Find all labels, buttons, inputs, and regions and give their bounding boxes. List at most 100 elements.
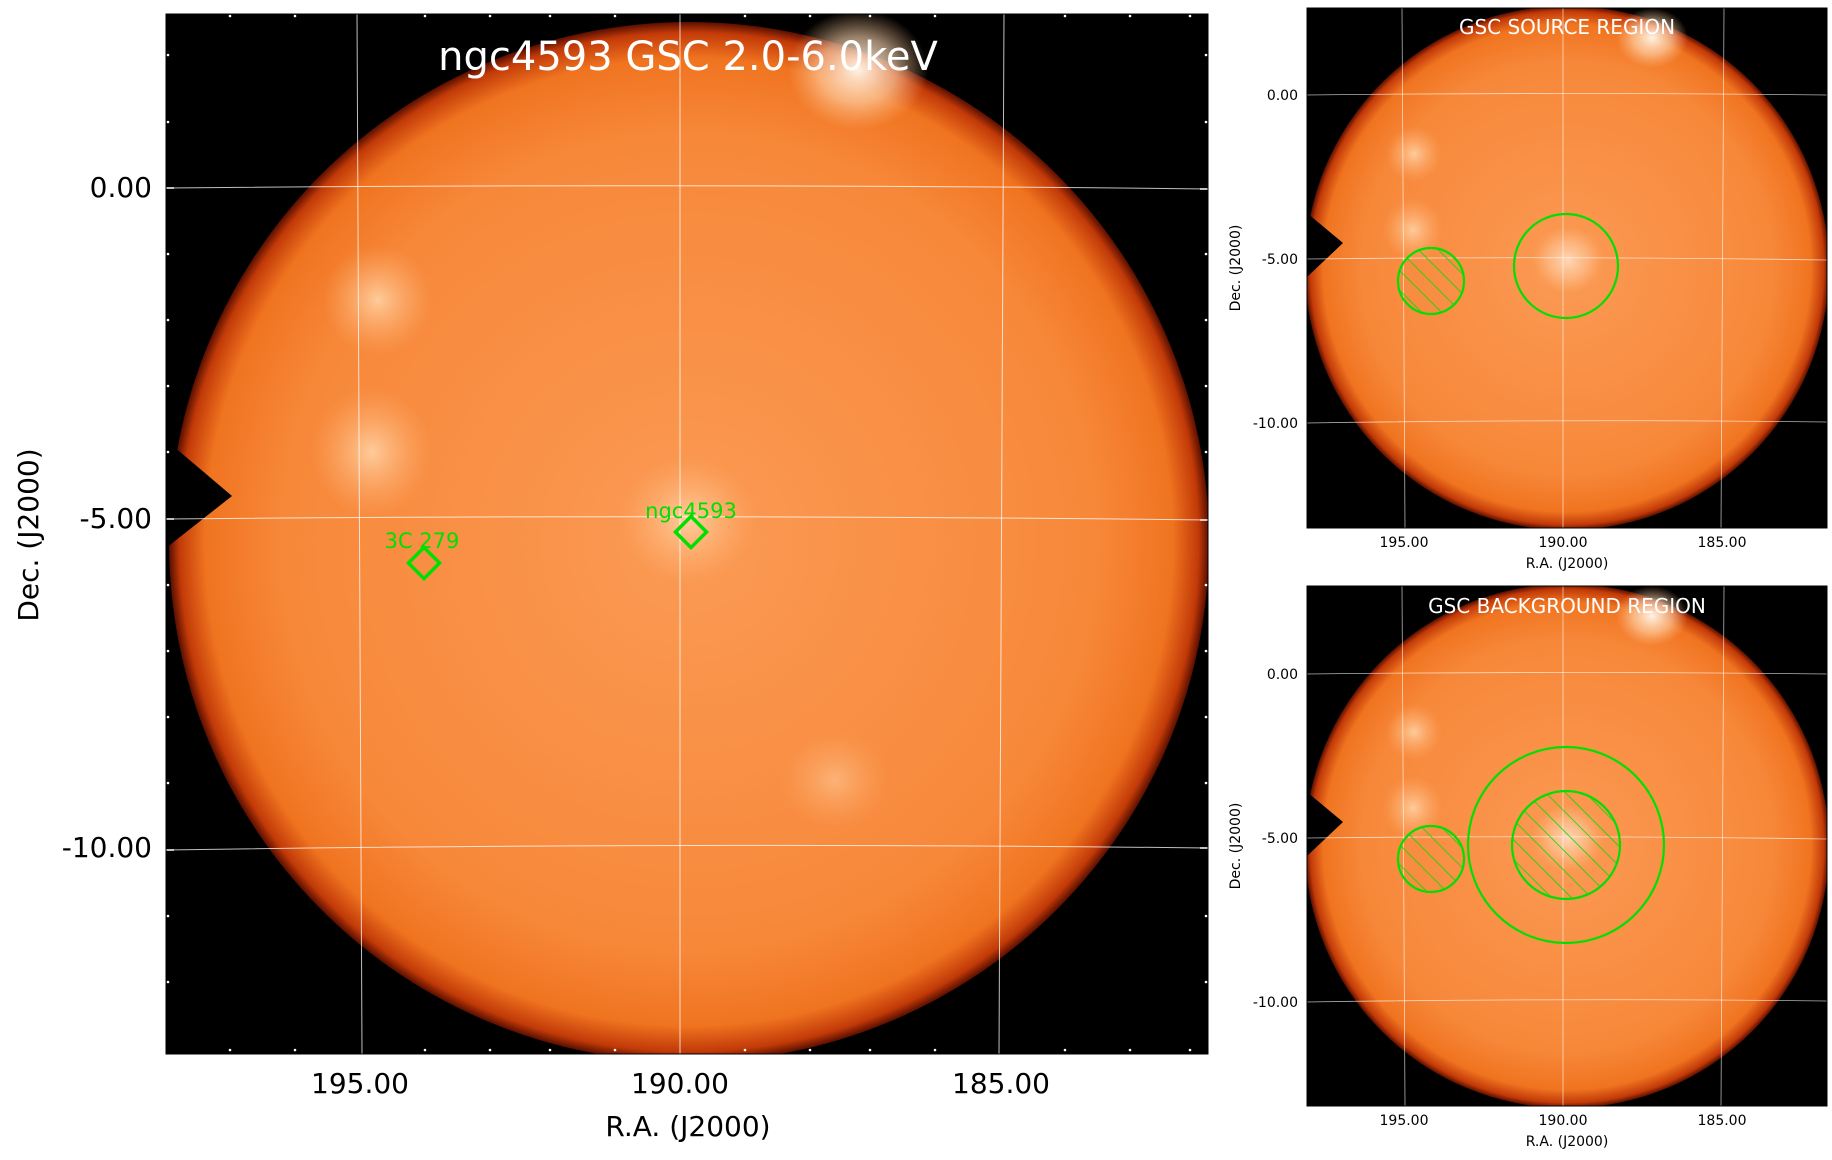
source-label-ngc4593: ngc4593: [645, 499, 737, 523]
frame-minor-tick: [1204, 450, 1208, 454]
source-region-diffuse-source: [1386, 126, 1442, 182]
frame-minor-tick: [166, 318, 170, 322]
frame-minor-tick: [293, 14, 297, 18]
excluded-source-hatched-circle[interactable]: [1396, 824, 1466, 894]
frame-minor-tick: [1204, 715, 1208, 719]
source-region-title: GSC SOURCE REGION: [1459, 15, 1675, 39]
main-y-tick-label: -5.00: [80, 502, 152, 535]
frame-minor-tick: [868, 14, 872, 18]
background-y-tick-label: -5.00: [1262, 831, 1298, 847]
source-region-frame: [1306, 7, 1828, 529]
background-region-title: GSC BACKGROUND REGION: [1428, 594, 1706, 618]
frame-minor-tick: [933, 1048, 937, 1052]
frame-minor-tick: [488, 1048, 492, 1052]
main-map-notch: [166, 440, 232, 548]
source-region-circle[interactable]: [1512, 212, 1620, 320]
main-map-diffuse-source: [312, 387, 432, 517]
frame-minor-tick: [166, 980, 170, 984]
background-region-frame: [1306, 585, 1828, 1107]
source-x-tick-label: 185.00: [1698, 535, 1747, 551]
background-region-diffuse-source: [1383, 776, 1443, 840]
frame-minor-tick: [743, 1048, 747, 1052]
frame-minor-tick: [548, 14, 552, 18]
frame-minor-tick: [1204, 980, 1208, 984]
background-region-bright-source-top: [1616, 586, 1688, 646]
source-x-tick-label: 190.00: [1539, 535, 1588, 551]
background-region-diffuse-source: [1386, 704, 1442, 760]
background-x-axis-label: R.A. (J2000): [1526, 1134, 1609, 1150]
frame-minor-tick: [166, 450, 170, 454]
frame-minor-tick: [166, 252, 170, 256]
frame-minor-tick: [488, 14, 492, 18]
frame-minor-tick: [743, 14, 747, 18]
frame-minor-tick: [548, 1048, 552, 1052]
source-marker-3c279-diamond[interactable]: [405, 544, 443, 582]
source-y-tick-label: -5.00: [1262, 252, 1298, 268]
background-x-tick-label: 190.00: [1539, 1113, 1588, 1129]
frame-minor-tick: [868, 1048, 872, 1052]
source-region-map-notch: [1307, 213, 1343, 277]
frame-minor-tick: [1204, 914, 1208, 918]
source-x-tick-label: 195.00: [1380, 535, 1429, 551]
main-map-frame-ticks: [166, 187, 1208, 851]
frame-minor-tick: [166, 583, 170, 587]
frame-minor-tick: [166, 649, 170, 653]
source-marker-3c279[interactable]: 3C 279: [385, 529, 460, 582]
main-x-tick-label: 190.00: [631, 1067, 729, 1100]
frame-minor-tick: [1204, 583, 1208, 587]
source-label-3c279: 3C 279: [385, 529, 460, 553]
main-map-minor-ticks: [166, 14, 1208, 1052]
source-marker-ngc4593-diamond[interactable]: [672, 513, 710, 551]
frame-minor-tick: [808, 14, 812, 18]
main-y-axis-label: Dec. (J2000): [12, 448, 45, 621]
frame-minor-tick: [613, 14, 617, 18]
frame-minor-tick: [166, 914, 170, 918]
frame-minor-tick: [166, 781, 170, 785]
frame-minor-tick: [1063, 14, 1067, 18]
background-annulus-outer-circle[interactable]: [1466, 745, 1666, 945]
main-map-diffuse-source: [323, 245, 433, 355]
frame-minor-tick: [166, 120, 170, 124]
frame-minor-tick: [293, 1048, 297, 1052]
background-y-axis-label: Dec. (J2000): [1228, 803, 1244, 890]
frame-minor-tick: [613, 1048, 617, 1052]
main-map-grid: [166, 14, 1208, 1054]
frame-minor-tick: [1128, 14, 1132, 18]
frame-minor-tick: [228, 14, 232, 18]
frame-minor-tick: [1188, 1048, 1192, 1052]
source-y-tick-label: 0.00: [1267, 88, 1298, 104]
source-region-bright-source-top: [1616, 8, 1688, 68]
background-x-tick-label: 195.00: [1380, 1113, 1429, 1129]
frame-minor-tick: [1204, 318, 1208, 322]
frame-minor-tick: [1204, 781, 1208, 785]
frame-minor-tick: [1063, 1048, 1067, 1052]
main-x-tick-label: 195.00: [311, 1067, 409, 1100]
excluded-source-hatched-circle[interactable]: [1396, 246, 1466, 316]
source-x-axis-label: R.A. (J2000): [1526, 556, 1609, 572]
frame-minor-tick: [228, 1048, 232, 1052]
source-y-axis-label: Dec. (J2000): [1228, 225, 1244, 312]
frame-minor-tick: [1204, 252, 1208, 256]
source-region-ngc4593-emission: [1532, 226, 1604, 294]
source-region-panel: GSC SOURCE REGION 0.00 -5.00 -10.00 195.…: [1228, 7, 1828, 572]
main-x-tick-label: 185.00: [952, 1067, 1050, 1100]
frame-minor-tick: [1204, 649, 1208, 653]
frame-minor-tick: [166, 53, 170, 57]
frame-minor-tick: [1204, 120, 1208, 124]
main-y-tick-label: -10.00: [62, 831, 152, 864]
background-y-tick-label: 0.00: [1267, 667, 1298, 683]
source-marker-ngc4593[interactable]: ngc4593: [645, 499, 737, 551]
frame-minor-tick: [1128, 1048, 1132, 1052]
main-map-frame: [165, 13, 1209, 1055]
source-region-diffuse-source: [1383, 198, 1443, 262]
frame-minor-tick: [933, 14, 937, 18]
frame-minor-tick: [1204, 384, 1208, 388]
background-region-panel: GSC BACKGROUND REGION 0.00 -5.00 -10.00 …: [1228, 585, 1828, 1150]
background-annulus-inner-hatched-circle[interactable]: [1510, 789, 1622, 901]
frame-minor-tick: [166, 715, 170, 719]
main-x-axis-label: R.A. (J2000): [605, 1110, 770, 1143]
frame-minor-tick: [808, 1048, 812, 1052]
main-map-bright-source-top: [788, 14, 928, 130]
background-x-tick-label: 185.00: [1698, 1113, 1747, 1129]
